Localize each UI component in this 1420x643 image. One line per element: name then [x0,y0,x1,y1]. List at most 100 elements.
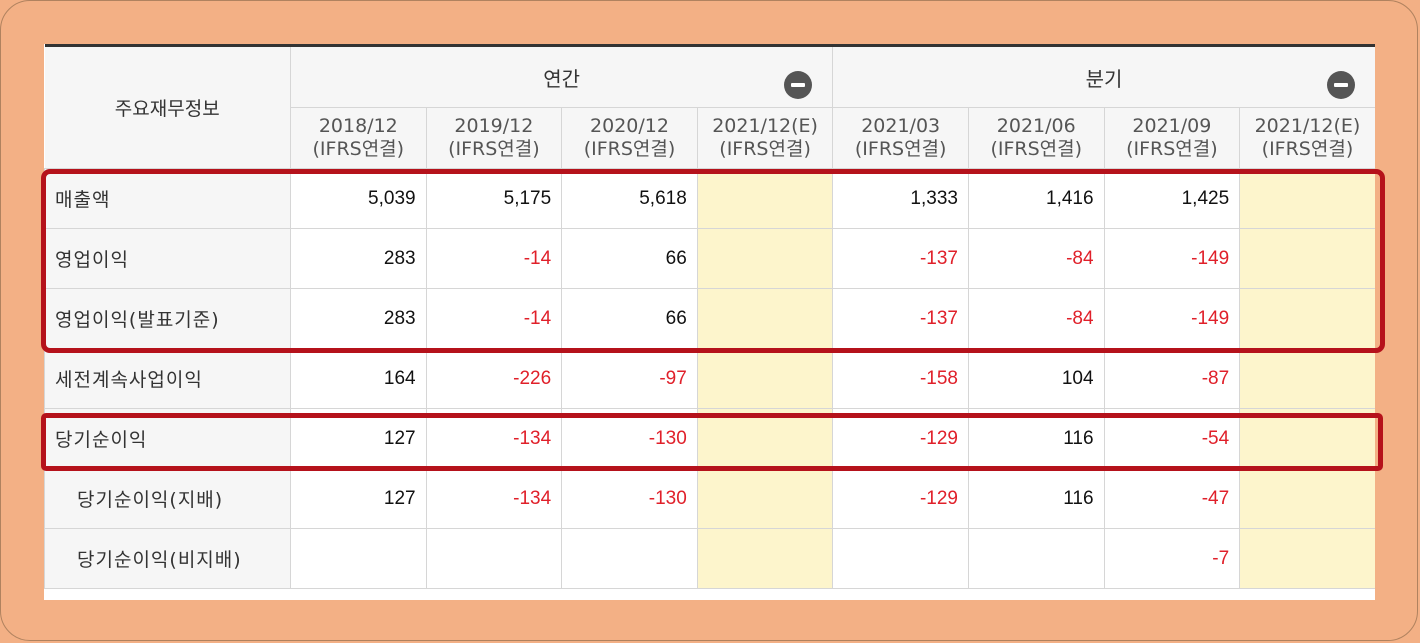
table-cell: 5,175 [425,168,563,229]
table-cell [561,528,698,589]
table-cell: 127 [290,468,427,529]
period-header: 2020/12 (IFRS연결) [561,107,698,169]
table-cell: -14 [425,228,563,289]
period-date: 2021/06 [996,115,1076,137]
table-cell: 66 [561,288,698,349]
period-basis: (IFRS연결) [854,138,947,160]
table-cell: -226 [425,348,563,409]
table-cell: -149 [1103,228,1241,289]
period-header: 2021/06 (IFRS연결) [967,107,1105,169]
table-cell: 116 [967,408,1105,469]
financial-table: 주요재무정보 연간 분기 2018/12 (IFRS연결) 2019/12 (IFRS… [44,44,1375,589]
row-label: 당기순이익(지배) [44,468,291,529]
table-row: 영업이익 283 -14 66 -137 -84 -149 [44,228,1375,289]
financial-summary-panel: 주요재무정보 연간 분기 2018/12 (IFRS연결) 2019/12 (IFRS… [44,44,1375,600]
table-cell: -129 [832,468,969,529]
table-cell: -137 [832,228,969,289]
period-header: 2018/12 (IFRS연결) [290,107,427,169]
quarter-group-header: 분기 [832,45,1375,108]
minus-circle-icon[interactable] [784,71,813,99]
table-cell: -7 [1103,528,1241,589]
table-cell: -54 [1103,408,1241,469]
table-cell [696,228,834,289]
table-cell: 66 [561,228,698,289]
minus-circle-icon[interactable] [1326,71,1355,99]
period-date: 2021/12(E) [712,115,818,137]
table-cell: -149 [1103,288,1241,349]
table-cell [1239,528,1375,589]
period-date: 2018/12 [318,115,398,137]
table-row: 세전계속사업이익 164 -226 -97 -158 104 -87 [44,348,1375,409]
table-row: 당기순이익(지배) 127 -134 -130 -129 116 -47 [44,468,1375,529]
table-corner-label: 주요재무정보 [44,45,291,169]
period-basis: (IFRS연결) [990,138,1083,160]
table-cell [696,528,834,589]
table-cell: 127 [290,408,427,469]
table-row: 당기순이익(비지배) -7 [44,528,1375,589]
row-label: 당기순이익(비지배) [44,528,291,589]
table-cell [696,408,834,469]
period-date: 2020/12 [590,115,669,137]
period-header: 2021/12(E) (IFRS연결) [696,107,834,169]
table-cell: 164 [290,348,427,409]
period-date: 2021/12(E) [1254,115,1361,137]
table-cell [1239,348,1375,409]
period-date: 2019/12 [454,115,534,137]
period-date: 2021/03 [861,115,941,137]
table-cell [967,528,1105,589]
table-cell [1239,228,1375,289]
period-header: 2021/12(E) (IFRS연결) [1239,107,1375,169]
table-cell [696,468,834,529]
table-cell: 283 [290,288,427,349]
quarter-group-label: 분기 [1085,66,1123,91]
period-basis: (IFRS연결) [719,138,811,160]
period-date: 2021/09 [1132,115,1212,137]
table-cell: -47 [1103,468,1241,529]
table-cell: 116 [967,468,1105,529]
table-cell: -129 [832,408,969,469]
table-cell [696,168,834,229]
table-cell: 104 [967,348,1105,409]
table-cell: -84 [967,228,1105,289]
period-basis: (IFRS연결) [312,138,405,160]
table-cell: -87 [1103,348,1241,409]
table-row: 매출액 5,039 5,175 5,618 1,333 1,416 1,425 [44,168,1375,229]
table-cell [425,528,563,589]
table-cell: 1,416 [967,168,1105,229]
table-cell [696,288,834,349]
period-header: 2019/12 (IFRS연결) [425,107,563,169]
annual-group-header: 연간 [289,45,834,108]
period-header: 2021/03 (IFRS연결) [832,107,969,169]
row-label: 세전계속사업이익 [44,348,291,409]
table-cell: -158 [832,348,969,409]
table-cell: -137 [832,288,969,349]
period-basis: (IFRS연결) [1261,138,1354,160]
row-label: 영업이익 [44,228,291,289]
table-cell: -84 [967,288,1105,349]
table-cell: 1,425 [1103,168,1241,229]
table-cell: -134 [425,468,563,529]
table-cell: -14 [425,288,563,349]
table-cell: -130 [561,408,698,469]
table-cell: -134 [425,408,563,469]
table-row: 영업이익(발표기준) 283 -14 66 -137 -84 -149 [44,288,1375,349]
table-cell [290,528,427,589]
table-cell [1239,168,1375,229]
table-cell: -130 [561,468,698,529]
period-basis: (IFRS연결) [1126,138,1218,160]
period-basis: (IFRS연결) [583,138,676,160]
table-cell: 5,039 [290,168,427,229]
period-header: 2021/09 (IFRS연결) [1103,107,1241,169]
table-cell [1239,408,1375,469]
row-label: 매출액 [44,168,291,229]
row-label: 당기순이익 [44,408,291,469]
table-cell: 5,618 [561,168,698,229]
table-cell [1239,468,1375,529]
table-cell [1239,288,1375,349]
table-cell: 1,333 [832,168,969,229]
row-label: 영업이익(발표기준) [44,288,291,349]
table-cell: 283 [290,228,427,289]
table-cell [696,348,834,409]
table-cell [832,528,969,589]
table-cell: -97 [561,348,698,409]
